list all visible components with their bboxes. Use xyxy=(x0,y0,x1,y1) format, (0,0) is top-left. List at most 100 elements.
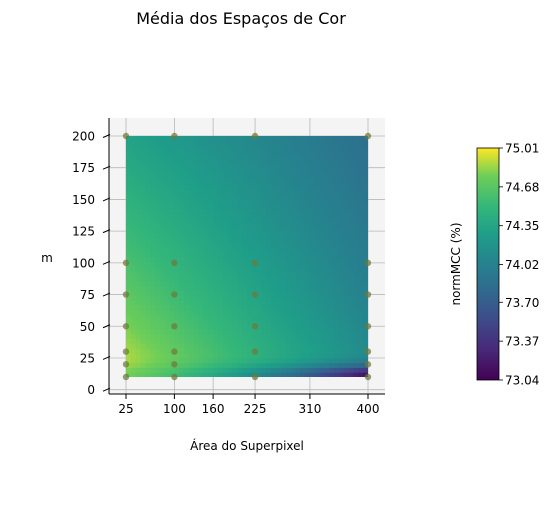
surface-cell xyxy=(213,140,219,147)
surface-cell xyxy=(130,203,137,209)
y-tick-mark xyxy=(102,292,111,297)
surface-cell xyxy=(130,208,137,214)
surface-cell xyxy=(164,198,171,205)
surface-cell xyxy=(338,160,345,166)
surface-cell xyxy=(247,290,253,296)
surface-cell xyxy=(208,232,214,238)
surface-cell xyxy=(217,251,224,258)
surface-cell xyxy=(159,362,166,368)
surface-cell xyxy=(343,136,350,142)
sample-point xyxy=(364,323,372,330)
surface-cell xyxy=(329,343,335,349)
surface-cell xyxy=(256,213,263,219)
surface-cell xyxy=(247,343,253,349)
surface-cell xyxy=(334,338,340,344)
surface-cell xyxy=(150,338,156,344)
surface-cell xyxy=(135,270,142,277)
surface-cell xyxy=(179,285,185,291)
surface-cell xyxy=(126,237,132,243)
surface-cell xyxy=(324,232,330,238)
surface-cell xyxy=(150,319,156,325)
surface-cell xyxy=(164,213,171,219)
surface-cell xyxy=(338,179,345,185)
surface-cell xyxy=(285,242,292,248)
surface-cell xyxy=(150,213,156,219)
surface-cell xyxy=(261,319,267,325)
surface-cell xyxy=(358,145,364,152)
surface-cell xyxy=(135,155,142,161)
surface-cell xyxy=(305,160,311,166)
surface-cell xyxy=(358,203,364,209)
surface-cell xyxy=(145,227,151,233)
sample-point xyxy=(122,323,130,330)
surface-cell xyxy=(295,275,301,282)
surface-cell xyxy=(305,189,311,195)
surface-cell xyxy=(174,189,180,195)
surface-cell xyxy=(208,136,214,142)
surface-cell xyxy=(140,295,146,301)
surface-cell xyxy=(222,256,229,262)
surface-cell xyxy=(159,295,166,301)
surface-cell xyxy=(150,295,156,301)
surface-cell xyxy=(188,275,195,282)
sample-point xyxy=(364,259,372,267)
surface-cell xyxy=(208,179,214,185)
surface-cell xyxy=(184,169,190,176)
surface-cell xyxy=(184,266,190,272)
surface-cell xyxy=(276,198,282,205)
surface-cell xyxy=(247,208,253,214)
surface-cell xyxy=(251,328,258,335)
surface-cell xyxy=(203,261,209,267)
surface-cell xyxy=(159,140,166,147)
surface-cell xyxy=(314,155,321,161)
surface-cell xyxy=(261,372,267,377)
surface-cell xyxy=(285,343,292,349)
surface-cell xyxy=(232,290,238,296)
surface-cell xyxy=(130,184,137,190)
surface-cell xyxy=(174,309,180,315)
surface-cell xyxy=(251,266,258,272)
surface-cell xyxy=(256,266,263,272)
surface-cell xyxy=(242,246,248,253)
surface-cell xyxy=(159,352,166,359)
surface-cell xyxy=(145,164,151,171)
surface-cell xyxy=(290,270,296,277)
surface-cell xyxy=(285,270,292,277)
surface-cell xyxy=(353,333,359,340)
surface-cell xyxy=(227,314,234,320)
surface-cell xyxy=(169,343,175,349)
surface-cell xyxy=(145,343,151,349)
surface-cell xyxy=(363,314,368,320)
surface-cell xyxy=(242,217,248,224)
surface-cell xyxy=(300,343,306,349)
surface-cell xyxy=(285,328,292,335)
surface-cell xyxy=(314,189,321,195)
surface-cell xyxy=(309,246,316,253)
surface-cell xyxy=(150,299,156,306)
surface-cell xyxy=(174,314,180,320)
surface-cell xyxy=(140,208,146,214)
surface-cell xyxy=(285,280,292,287)
surface-cell xyxy=(324,319,330,325)
surface-cell xyxy=(309,256,316,262)
surface-cell xyxy=(276,338,282,344)
surface-cell xyxy=(247,198,253,205)
surface-cell xyxy=(343,270,350,277)
surface-cell xyxy=(343,189,350,195)
surface-cell xyxy=(159,160,166,166)
surface-cell xyxy=(338,208,345,214)
surface-cell xyxy=(150,362,156,368)
surface-cell xyxy=(329,251,335,258)
surface-cell xyxy=(280,343,287,349)
surface-cell xyxy=(329,213,335,219)
surface-cell xyxy=(261,266,267,272)
surface-cell xyxy=(126,213,132,219)
surface-cell xyxy=(193,314,200,320)
surface-cell xyxy=(338,275,345,282)
surface-cell xyxy=(251,309,258,315)
surface-cell xyxy=(353,193,359,200)
surface-cell xyxy=(324,169,330,176)
surface-cell xyxy=(135,150,142,156)
surface-cell xyxy=(300,160,306,166)
surface-cell xyxy=(348,242,355,248)
